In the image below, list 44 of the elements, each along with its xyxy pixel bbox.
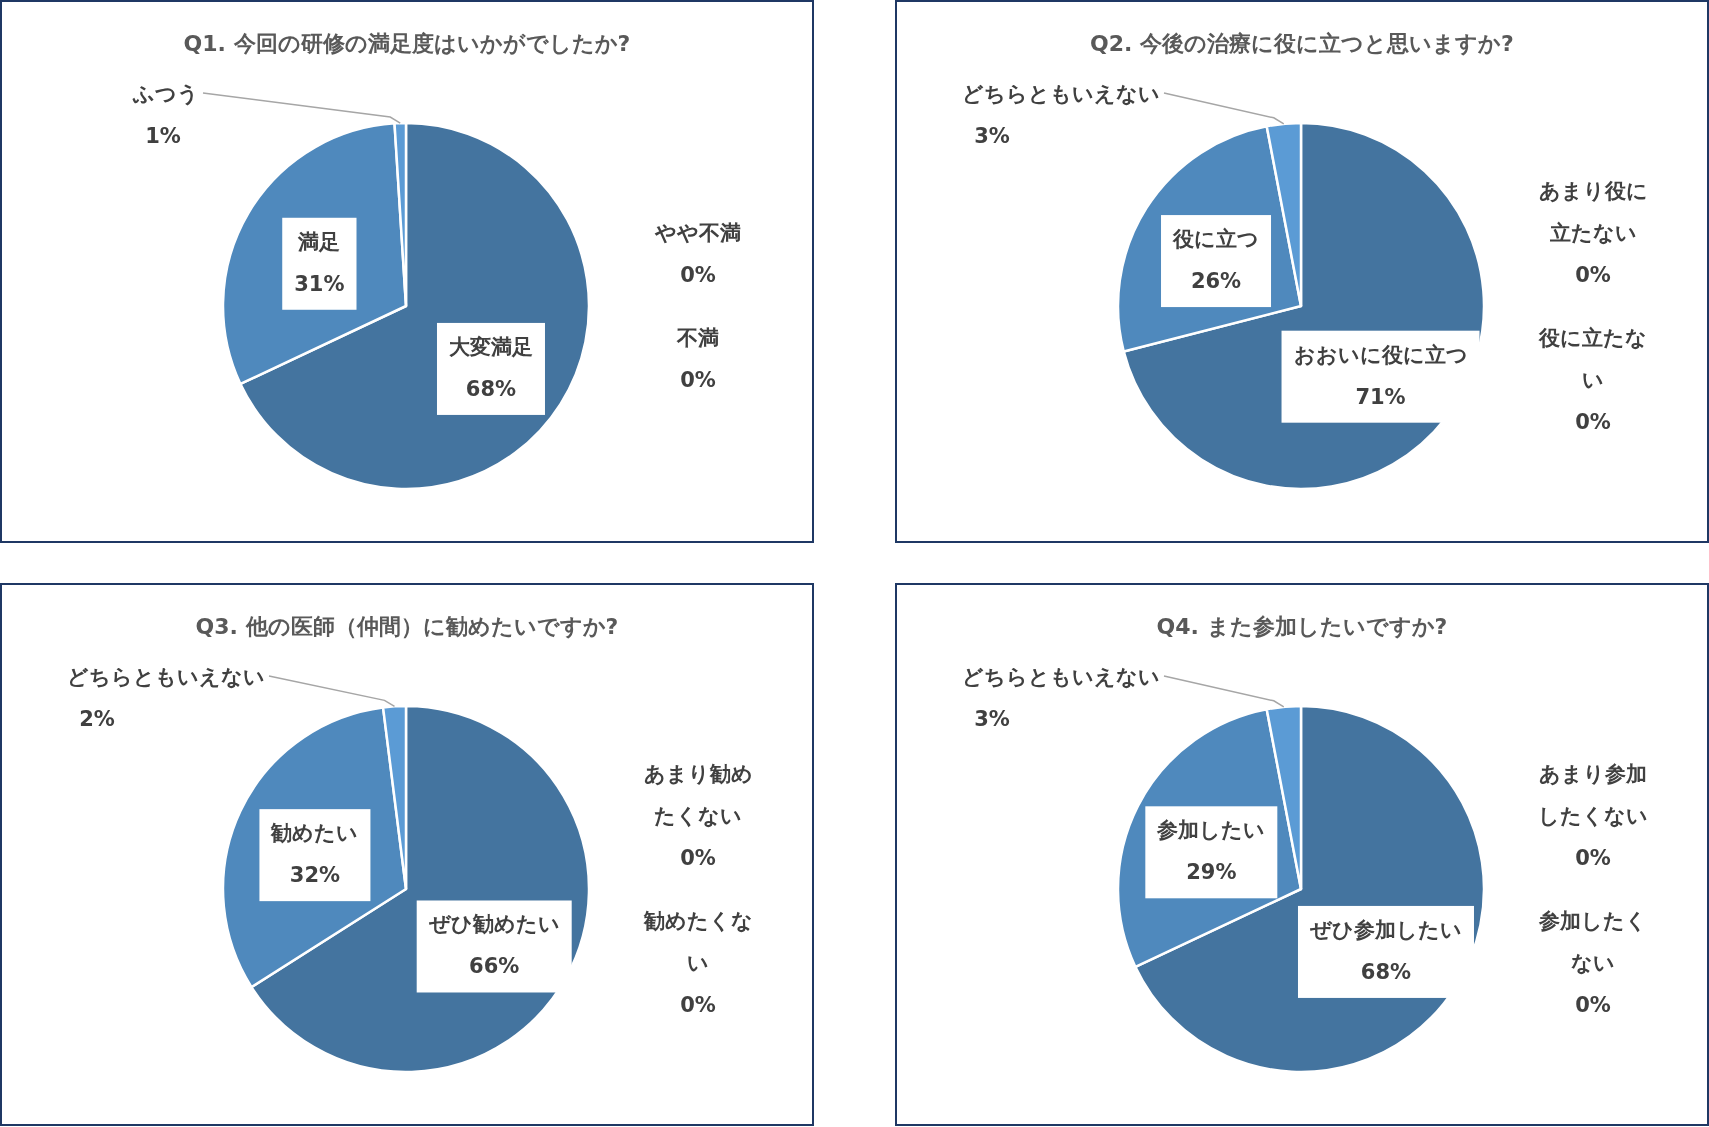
data-label: 68%	[465, 376, 517, 401]
category-label: 参加したくない	[1539, 908, 1647, 975]
text: 0%	[680, 367, 716, 392]
data-label: 29%	[1186, 860, 1237, 885]
text: 0%	[1575, 262, 1611, 287]
chart-title: Q4. また参加したいですか?	[1156, 614, 1448, 639]
category-label: 不満	[677, 325, 719, 350]
data-label: 1%	[145, 124, 181, 148]
category-label: 役に立たない	[1539, 325, 1647, 392]
slice-label: 満足	[297, 229, 341, 254]
text: 0%	[680, 262, 716, 287]
chart-title: Q1. 今回の研修の満足度はいかがでしたか?	[183, 31, 631, 56]
slice-label: おおいに役に立つ	[1293, 342, 1468, 367]
chart-title: Q3. 他の医師（仲間）に勧めたいですか?	[195, 614, 619, 639]
category-label: あまり勧めたくない	[643, 761, 753, 828]
data-label: 2%	[79, 707, 115, 731]
text: 0%	[1575, 992, 1611, 1017]
slice-label: どちらともいえない	[962, 82, 1160, 106]
chart-title: Q2. 今後の治療に役に立つと思いますか?	[1090, 31, 1514, 56]
data-label: 3%	[974, 124, 1010, 148]
slice-label: どちらともいえない	[67, 665, 265, 689]
slice-label: 参加したい	[1156, 818, 1266, 843]
category-label: あまり役に立たない	[1538, 178, 1648, 245]
category-label: やや不満	[655, 220, 741, 245]
data-label: 3%	[974, 707, 1010, 731]
category-label: あまり参加したくない	[1538, 761, 1648, 828]
slice-label: 大変満足	[448, 334, 533, 359]
data-label: 71%	[1355, 384, 1406, 409]
slice-label: どちらともいえない	[962, 665, 1160, 689]
text: 0%	[680, 845, 716, 870]
data-label: 31%	[294, 271, 345, 296]
category-label: 勧めたくない	[643, 908, 753, 975]
text: 0%	[1575, 409, 1611, 434]
slice-label: ふつう	[132, 82, 199, 106]
data-label: 66%	[469, 954, 520, 979]
slice-label: 役に立つ	[1172, 227, 1260, 252]
slice-label: ぜひ参加したい	[1308, 917, 1462, 942]
data-label: 68%	[1360, 959, 1412, 984]
slice-label: ぜひ勧めたい	[427, 912, 560, 937]
data-label: 32%	[289, 863, 341, 888]
slice-label: 勧めたい	[270, 821, 359, 846]
text: 0%	[680, 992, 716, 1017]
data-label: 26%	[1190, 269, 1242, 294]
text: 0%	[1575, 845, 1611, 870]
